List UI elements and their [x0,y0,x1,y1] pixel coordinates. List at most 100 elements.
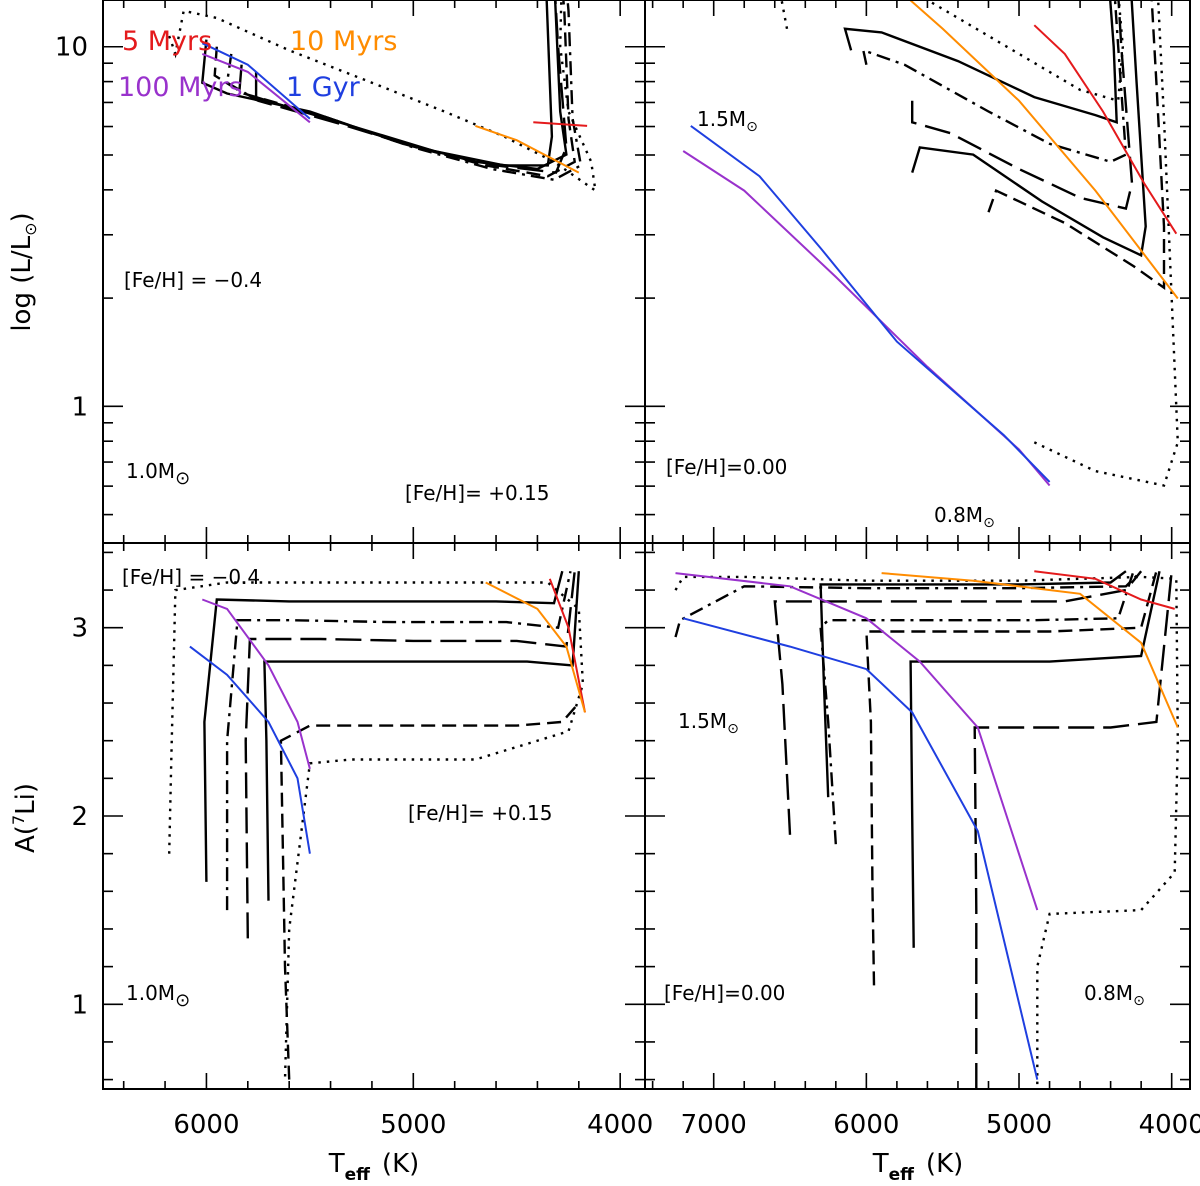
mass-label-bl-main: 1.0M [126,981,175,1005]
track-top-left-solid-5 [254,0,554,167]
isochrone-bottom-right-100-myrs [675,572,1039,911]
track-bottom-right-dashed-5 [865,570,1158,986]
isochrone-top-right-100-myrs [682,150,1051,487]
track-bottom-right-dotted-0 [674,575,1180,1089]
track-top-right-longdash-4 [911,0,1134,211]
x-label-right-tail: (K) [926,1149,963,1179]
track-top-right-solid-5 [911,0,1147,258]
isochrone-bottom-right-1-gyr [682,617,1039,1080]
annotations-top-left: [Fe/H] = −0.4 1.0M⊙ [Fe/H]= +0.15 [124,268,550,505]
isochrone-top-right-1-gyr [690,125,1051,483]
panel-frame-bottom-right [644,542,1191,1090]
track-top-left-dashed-2 [213,0,577,178]
x-label-left-sub: eff [345,1165,371,1185]
track-top-left-longdash-4 [238,0,568,174]
feh-label-br: [Fe/H]=0.00 [664,981,785,1005]
tick-labels: 1 10 6000 5000 4000 1 2 3 7000 6000 5000 4000 [55,33,1200,1140]
panel-bottom-right [674,570,1180,1089]
mass-label-br-lower-main: 0.8M [1084,981,1133,1005]
mass-label-br-lower: 0.8M⊙ [1084,981,1145,1009]
y-label-top-tail: ) [7,212,37,222]
x-tick-label: 5000 [380,1110,446,1140]
track-top-right-solid-2 [843,0,1118,124]
mass-label-tl: 1.0M⊙ [126,459,190,489]
y-tick-label: 1 [71,392,88,422]
track-bottom-right-longdash-2 [773,570,1143,835]
track-bottom-left-solid-4 [263,571,580,901]
track-bottom-right-solid-6 [909,570,1161,948]
legend-5-myrs: 5 Myrs [122,26,212,57]
track-top-right-dashdot-3 [861,0,1128,164]
isochrone-top-left-1-gyr [201,42,311,120]
x-tick-label: 4000 [587,1110,653,1140]
track-top-right-dashed-6 [987,0,1166,291]
x-label-left-main: T [328,1149,345,1179]
track-bottom-left-longdash-3 [244,571,576,939]
mass-label-tl-sub: ⊙ [175,468,190,489]
x-label-right-sub: eff [889,1165,915,1185]
track-bottom-right-dashdot-4 [819,570,1135,845]
feh-label-tl-upper: [Fe/H] = −0.4 [124,268,262,292]
mass-label-bl-sub: ⊙ [175,990,190,1011]
y-label-top-sub: ⊙ [21,222,40,235]
legend: 5 Myrs 10 Myrs 100 Myrs 1 Gyr [118,26,397,103]
isochrone-bottom-left-5-myrs [548,578,586,713]
track-bottom-left-dotted-0 [168,581,585,1080]
annotations-top-right: 1.5M⊙ [Fe/H]=0.00 0.8M⊙ [666,107,995,531]
isochrone-bottom-left-10-myrs [485,581,586,713]
isochrone-top-left-5-myrs [533,121,588,127]
panel-top-right [682,0,1180,487]
y-tick-label: 10 [55,33,88,63]
track-top-left-dashdot-3 [225,0,583,182]
y-label-top-main: log (L/L [7,235,37,331]
track-bottom-left-dashed-5 [279,702,580,1080]
mass-label-tl-main: 1.0M [126,459,175,483]
isochrone-top-right-5-myrs [1033,24,1178,235]
y-axis-label-bottom: A(7Li) [9,783,41,853]
x-label-right-main: T [872,1149,889,1179]
track-top-right-dotted-1 [780,0,1125,103]
legend-100-myrs: 100 Myrs [118,72,243,103]
mass-label-br-upper: 1.5M⊙ [678,709,739,737]
mass-label-tr-upper: 1.5M⊙ [697,107,758,135]
feh-label-tr: [Fe/H]=0.00 [666,455,787,479]
y-label-bottom-tail: Li) [11,783,41,815]
mass-label-tr-upper-main: 1.5M [697,107,746,131]
y-axis-label-top: log (L/L⊙) [7,212,40,331]
annotations-bottom-right: 1.5M⊙ [Fe/H]=0.00 0.8M⊙ [664,709,1145,1009]
isochrone-bottom-right-10-myrs [881,572,1179,728]
x-tick-label: 5000 [986,1110,1052,1140]
feh-label-bl-upper: [Fe/H] = −0.4 [122,565,260,589]
mass-label-tr-upper-sub: ⊙ [746,119,758,135]
track-bottom-left-dashdot-2 [225,570,572,911]
x-tick-label: 6000 [173,1110,239,1140]
legend-10-myrs: 10 Myrs [290,26,397,57]
y-label-bottom-sup: 7 [9,815,28,825]
y-tick-label: 1 [71,990,88,1020]
track-bottom-left-solid-1 [203,570,564,882]
x-tick-label: 7000 [681,1110,747,1140]
x-axis-label-left: Teff (K) [328,1149,420,1185]
isochrone-top-right-10-myrs [908,0,1179,300]
isochrone-bottom-left-100-myrs [201,598,311,770]
mass-label-tr-lower-sub: ⊙ [983,515,995,531]
y-label-bottom-main: A( [11,825,41,853]
x-tick-label: 6000 [833,1110,899,1140]
axis-ticks [103,0,1190,1089]
track-bottom-right-solid-3 [819,570,1127,798]
y-tick-label: 3 [71,614,88,644]
isochrone-top-left-100-myrs [201,52,311,124]
feh-label-bl-lower: [Fe/H]= +0.15 [408,801,553,825]
mass-label-br-upper-main: 1.5M [678,709,727,733]
mass-label-bl: 1.0M⊙ [126,981,190,1011]
mass-label-br-upper-sub: ⊙ [727,721,739,737]
isochrone-bottom-left-1-gyr [189,645,311,854]
panel-top-left [168,0,597,194]
mass-label-tr-lower: 0.8M⊙ [934,503,995,531]
mass-label-br-lower-sub: ⊙ [1133,993,1145,1009]
x-label-left-tail: (K) [382,1149,419,1179]
x-tick-label: 4000 [1139,1110,1200,1140]
annotations-bottom-left: [Fe/H] = −0.4 [Fe/H]= +0.15 1.0M⊙ [122,565,553,1011]
track-bottom-right-dashdot-1 [674,570,1142,638]
